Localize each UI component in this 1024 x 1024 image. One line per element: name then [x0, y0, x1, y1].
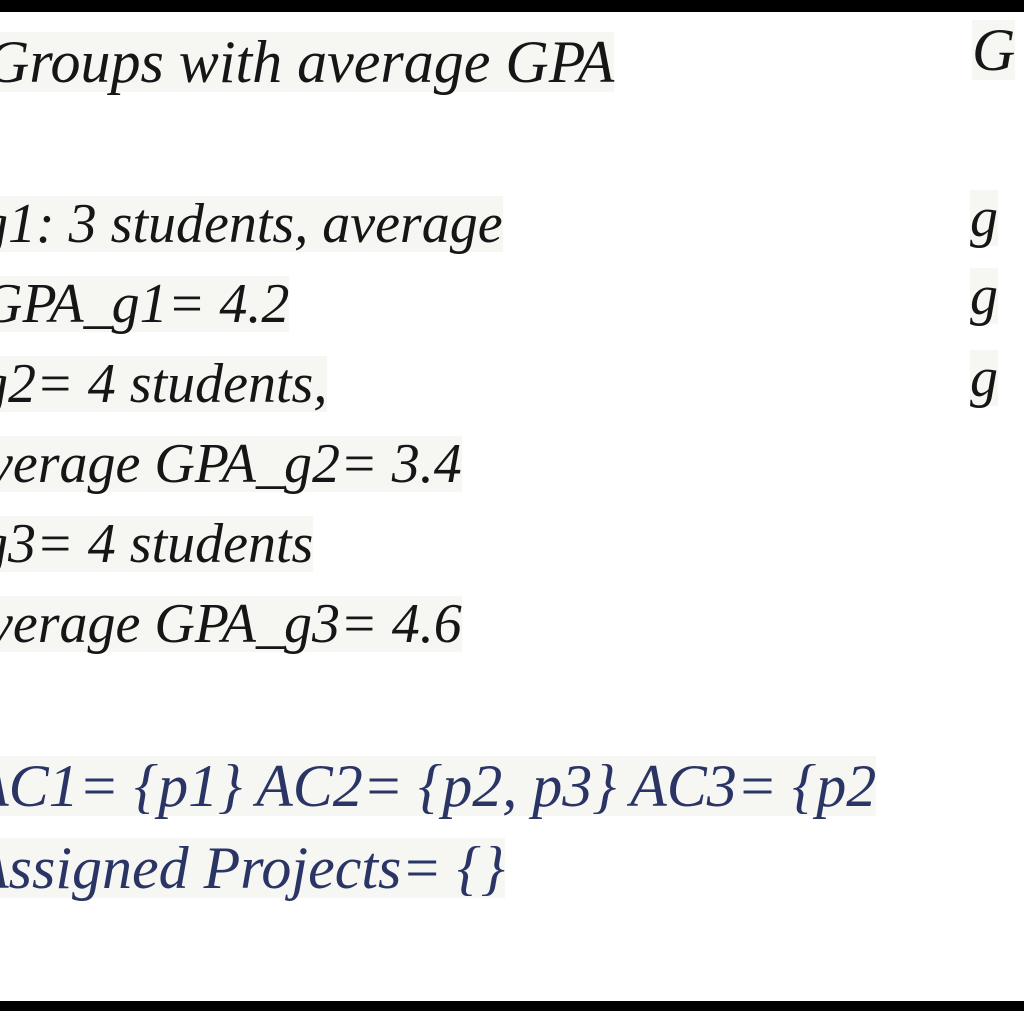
g1-line-1: g1: 3 students, average	[0, 196, 503, 252]
top-border	[0, 0, 1024, 12]
right-line-1-fragment: g	[970, 187, 998, 249]
right-line-3-fragment: g	[970, 347, 998, 409]
right-line-2-fragment: g	[970, 265, 998, 327]
g3-line-2: average GPA_g3= 4.6	[0, 596, 462, 652]
g1-line-2: GPA_g1= 4.2	[0, 276, 290, 332]
g3-line-1: g3= 4 students	[0, 516, 314, 572]
ac-sets-line: AC1= {p1} AC2= {p2, p3} AC3= {p2	[0, 756, 877, 816]
g2-line-1: g2= 4 students,	[0, 356, 328, 412]
right-heading-fragment: G	[972, 17, 1016, 83]
assigned-projects-line: Assigned Projects= {}	[0, 838, 505, 898]
groups-heading: Groups with average GPA	[0, 32, 615, 92]
bottom-border	[0, 1001, 1024, 1011]
g2-line-2: average GPA_g2= 3.4	[0, 436, 462, 492]
